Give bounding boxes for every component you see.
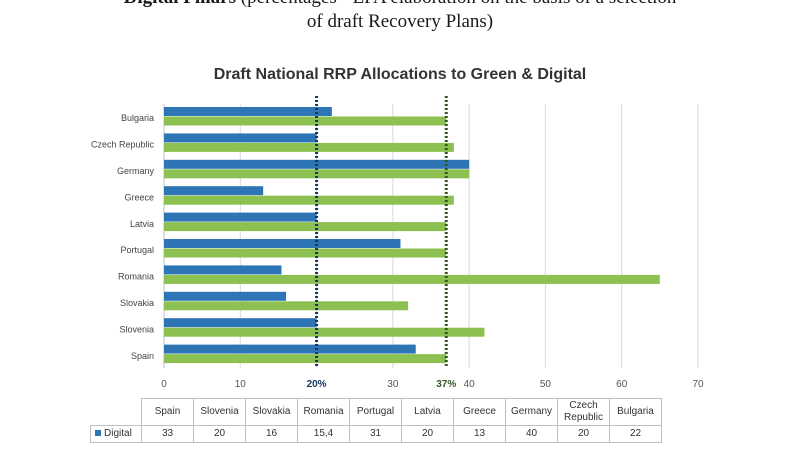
y-category-label: Czech Republic [91,140,155,150]
table-column-header: Portugal [349,398,402,426]
green-bar [164,354,447,364]
digital-bar [164,291,287,301]
x-tick-label: 60 [616,379,628,390]
table-column-header: Bulgaria [609,398,662,426]
green-bar [164,248,447,258]
table-cell: 20 [193,425,246,443]
bar-chart: 0 10 30 40 50 60 70 Bulgaria Czech Republic Germa… [91,96,704,390]
table-header-row: Spain Slovenia Slovakia Romania Portugal Latv… [91,398,662,426]
table-cell: 40 [505,425,558,443]
y-category-label: Slovakia [120,298,154,308]
digital-legend-swatch [95,430,101,437]
table-corner [91,399,142,426]
table-column-header: Greece [453,398,506,426]
chart-title: Draft National RRP Allocations to Green … [213,66,587,83]
x-tick-label: 40 [464,379,476,390]
table-column-header: Spain [141,398,194,426]
table-row-label: Digital [90,425,142,443]
table-row-label-text: Digital [104,428,132,439]
y-category-label: Portugal [120,245,154,255]
green-bar [164,116,447,126]
x-tick-label: 70 [692,379,704,390]
table-cell: 16 [245,425,298,443]
green-bar [164,142,454,152]
table-cell: 15,4 [297,425,350,443]
caption-line1: (percentages - EPA elaboration on the ba… [236,0,677,8]
table-cell: 33 [141,425,194,443]
x-tick-label: 10 [235,379,247,390]
digital-bar [164,186,264,196]
x-tick-label: 50 [540,379,552,390]
green-bar [164,274,660,284]
axis-labels: 0 10 30 40 50 60 70 Bulgaria Czech Republic Germa… [91,113,704,390]
caption-bold: Digital Pillars [124,0,236,8]
green-bar [164,327,485,337]
digital-bar [164,344,416,354]
bars [164,107,660,364]
reference-line-label: 20% [307,379,327,390]
table-column-header: Slovenia [193,398,246,426]
table-column-header: Czech Republic [557,398,610,426]
y-category-label: Greece [124,192,154,202]
green-bar [164,301,409,311]
table-cell: 20 [401,425,454,443]
data-table: Spain Slovenia Slovakia Romania Portugal Latv… [90,398,662,443]
y-category-label: Germany [117,166,155,176]
table-column-header: Germany [505,398,558,426]
x-tick-label: 0 [161,379,167,390]
digital-bar [164,239,401,248]
green-bar [164,195,454,205]
digital-bar [164,133,317,143]
table-cell: 13 [453,425,506,443]
table-column-header: Latvia [401,398,454,426]
table-column-header: Romania [297,398,350,426]
digital-bar [164,107,332,116]
table-row: Digital 33 20 16 15,4 31 20 13 40 20 22 [90,425,662,443]
reference-line-label: 37% [436,379,456,390]
table-column-header: Slovakia [245,398,298,426]
reference-lines [315,96,448,368]
y-category-label: Bulgaria [121,113,154,123]
green-bar [164,222,447,232]
table-cell: 22 [609,425,662,443]
y-category-label: Romania [118,272,154,282]
y-category-label: Spain [131,351,154,361]
figure-caption: Digital Pillars (percentages - EPA elabo… [0,0,800,34]
y-category-label: Slovenia [119,324,154,334]
table-cell: 20 [557,425,610,443]
x-tick-label: 30 [387,379,399,390]
y-category-label: Latvia [130,219,154,229]
caption-line2: of draft Recovery Plans) [306,11,494,32]
digital-bar [164,265,282,275]
digital-bar [164,318,317,328]
table-cell: 31 [349,425,402,443]
digital-bar [164,212,317,222]
